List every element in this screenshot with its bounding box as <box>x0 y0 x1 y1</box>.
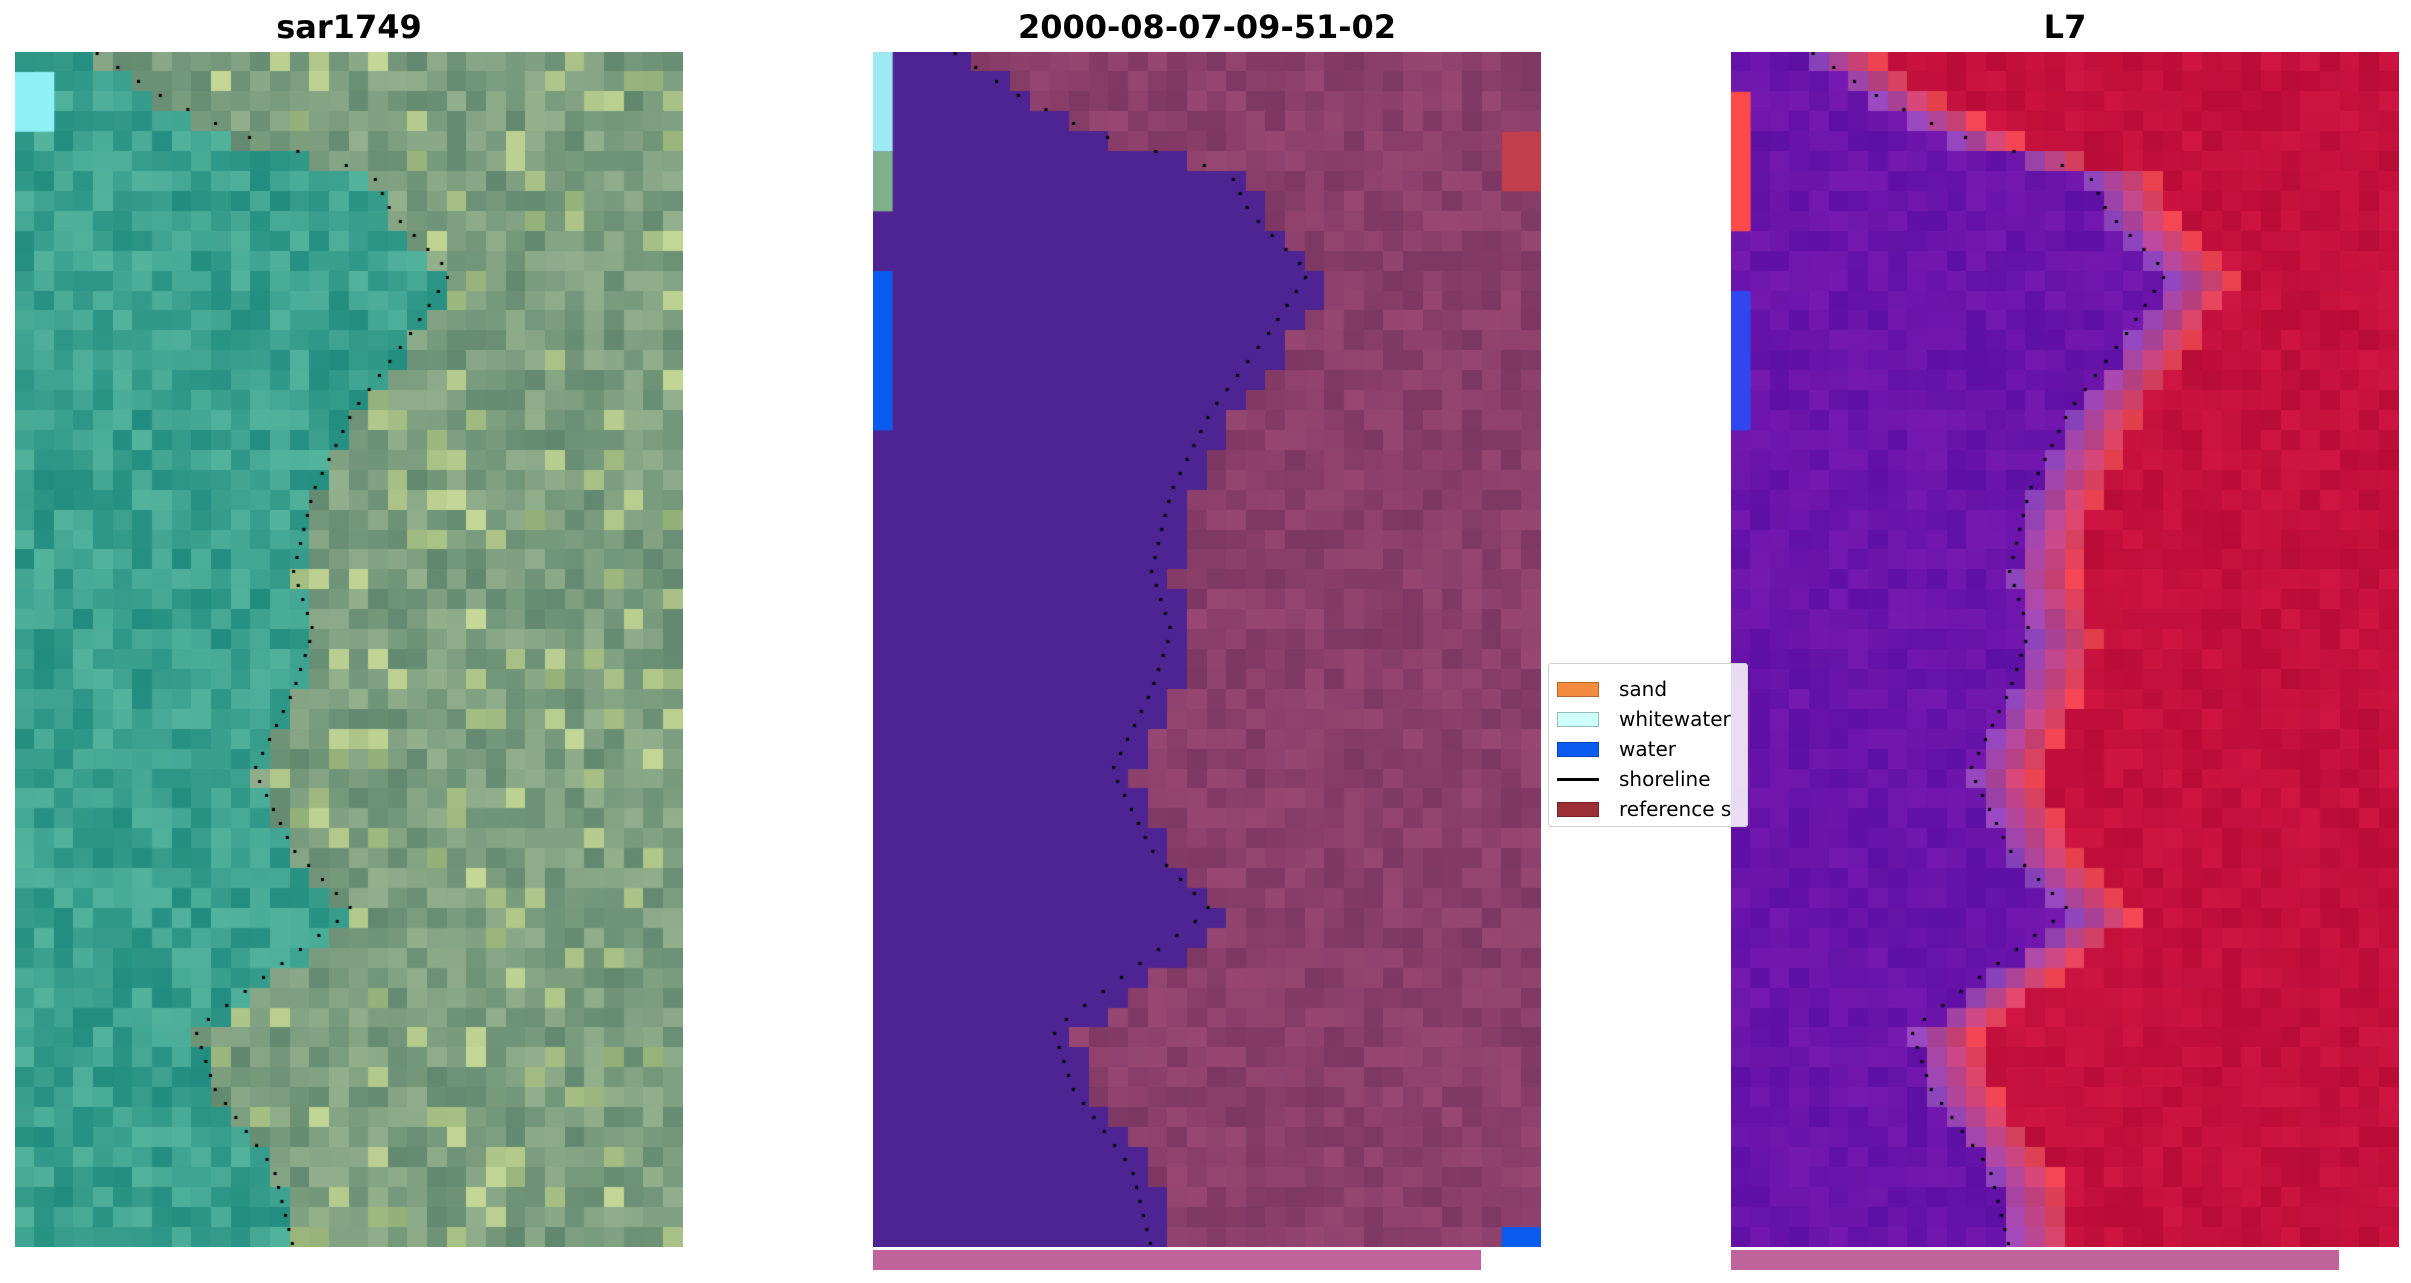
rgb-image-panel <box>15 52 683 1247</box>
index-bottom-strip <box>1731 1250 2339 1270</box>
whitewater-swatch <box>1557 711 1599 727</box>
legend-label-reference: reference s <box>1619 797 1732 821</box>
sand-swatch <box>1557 681 1599 697</box>
legend-entry-sand: sand <box>1557 676 1667 702</box>
legend-entry-whitewater: whitewater <box>1557 706 1731 732</box>
legend-label-sand: sand <box>1619 677 1668 701</box>
panel-title-classified: 2000-08-07-09-51-02 <box>1017 8 1397 46</box>
classified-bottom-strip <box>873 1250 1481 1270</box>
legend-label-water: water <box>1619 737 1676 761</box>
water-swatch <box>1557 741 1599 757</box>
reference-swatch <box>1557 801 1599 817</box>
classified-image-panel <box>873 52 1541 1247</box>
legend-entry-water: water <box>1557 736 1676 762</box>
legend-label-shoreline: shoreline <box>1619 767 1711 791</box>
panel-title-rgb: sar1749 <box>276 8 422 46</box>
legend: sand whitewater water shoreline referenc… <box>1548 663 1748 827</box>
shoreline-line-marker <box>1557 777 1599 781</box>
index-image-panel <box>1731 52 2399 1247</box>
legend-entry-reference: reference s <box>1557 796 1731 822</box>
panel-title-index: L7 <box>2043 8 2087 46</box>
legend-entry-shoreline: shoreline <box>1557 766 1711 792</box>
legend-label-whitewater: whitewater <box>1619 707 1731 731</box>
